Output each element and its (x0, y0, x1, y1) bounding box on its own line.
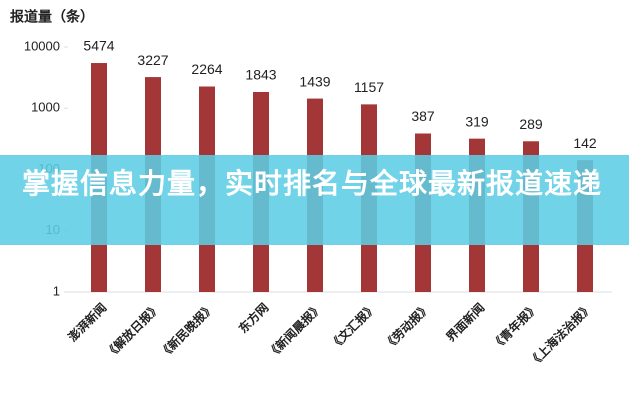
chart-title: 报道量（条） (10, 9, 94, 25)
x-tick-label: 《新闻晨报》 (264, 300, 326, 362)
value-label: 387 (411, 108, 435, 124)
value-label: 142 (573, 135, 597, 151)
y-tick-label: 1 (53, 283, 60, 298)
value-label: 1843 (245, 67, 276, 83)
value-label: 5474 (83, 38, 114, 54)
value-label: 3227 (137, 52, 168, 68)
y-tick-label: 1000 (31, 100, 60, 115)
value-label: 319 (465, 113, 489, 129)
value-label: 1157 (354, 79, 384, 95)
value-label: 289 (519, 116, 543, 132)
value-label: 2264 (191, 61, 222, 77)
x-tick-label: 《解放日报》 (102, 300, 164, 362)
y-tick-label: 10000 (24, 38, 60, 53)
x-tick-label: 《青年报》 (488, 300, 541, 353)
x-tick-label: 《文汇报》 (326, 300, 379, 353)
x-tick-label: 《劳动报》 (380, 300, 433, 353)
banner: 掌握信息力量，实时排名与全球最新报道速递 (0, 155, 629, 245)
value-label: 1439 (299, 73, 330, 89)
x-tick-label: 界面新闻 (443, 300, 488, 345)
banner-text: 掌握信息力量，实时排名与全球最新报道速递 (22, 168, 603, 199)
x-tick-label: 东方网 (235, 300, 271, 336)
x-tick-label: 澎湃新闻 (65, 300, 110, 345)
x-tick-label: 《新民晚报》 (156, 300, 218, 362)
